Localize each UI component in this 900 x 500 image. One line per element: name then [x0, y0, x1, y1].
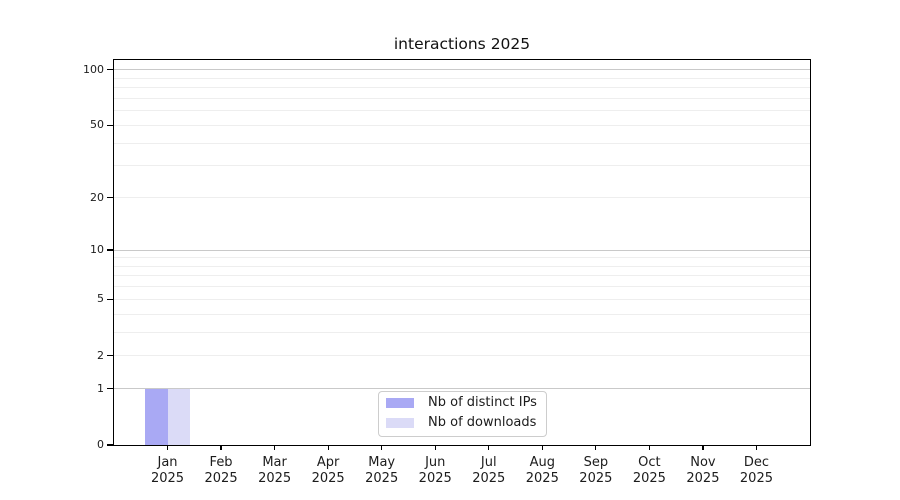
minor-gridline	[114, 97, 810, 99]
x-tick-label: Apr 2025	[296, 455, 360, 486]
minor-gridline	[114, 124, 810, 126]
x-tick-label: Nov 2025	[671, 455, 735, 486]
x-tick-year: 2025	[418, 470, 452, 486]
y-tick-label: 50	[90, 118, 104, 132]
x-tick-label: Dec 2025	[724, 455, 788, 486]
x-tick	[541, 445, 543, 450]
x-tick-label: Jan 2025	[136, 455, 200, 486]
x-tick-year: 2025	[365, 470, 399, 486]
legend: Nb of distinct IPs Nb of downloads	[378, 391, 547, 437]
y-tick	[107, 388, 114, 390]
plot-area	[113, 59, 811, 446]
minor-gridline	[114, 197, 810, 198]
bar	[145, 388, 168, 445]
major-gridline	[114, 249, 810, 251]
minor-gridline	[114, 275, 810, 277]
x-tick-month: Dec	[743, 455, 770, 470]
y-tick	[107, 124, 114, 126]
x-tick-month: Jun	[425, 455, 446, 470]
y-tick-label: 2	[97, 348, 104, 362]
x-tick-month: Apr	[316, 455, 340, 470]
x-tick-year: 2025	[739, 470, 773, 486]
minor-gridline	[114, 313, 810, 315]
x-tick	[220, 445, 222, 450]
x-tick-label: Mar 2025	[243, 455, 307, 486]
x-tick-year: 2025	[311, 470, 345, 486]
x-tick-label: Jul 2025	[457, 455, 521, 486]
x-tick	[488, 445, 490, 450]
x-tick-label: Feb 2025	[189, 455, 253, 486]
minor-gridline	[114, 110, 810, 112]
x-tick	[166, 445, 169, 450]
y-tick	[107, 69, 114, 71]
minor-gridline	[114, 355, 810, 357]
x-tick-year: 2025	[204, 470, 238, 486]
x-tick-year: 2025	[686, 470, 720, 486]
x-tick-month: Feb	[209, 455, 233, 470]
x-tick-month: Aug	[529, 455, 555, 470]
y-tick-label: 5	[97, 292, 104, 306]
x-tick-month: Nov	[690, 455, 716, 470]
x-tick	[702, 445, 704, 450]
x-tick	[755, 445, 758, 450]
minor-gridline	[114, 298, 810, 300]
y-tick	[107, 355, 114, 357]
legend-swatch-distinct-ips-icon	[386, 398, 414, 408]
y-tick	[107, 298, 114, 300]
x-tick-month: May	[368, 455, 396, 470]
chart-title: interactions 2025	[393, 35, 531, 53]
legend-item-downloads: Nb of downloads	[386, 415, 537, 431]
x-tick	[434, 445, 436, 450]
legend-label-distinct-ips: Nb of distinct IPs	[428, 395, 537, 410]
minor-gridline	[114, 142, 810, 144]
y-tick-label: 10	[90, 243, 104, 257]
minor-gridline	[114, 77, 810, 79]
y-tick	[107, 444, 114, 446]
x-tick	[648, 445, 650, 450]
x-tick-month: Jan	[157, 455, 178, 470]
bar	[167, 388, 191, 445]
legend-label-downloads: Nb of downloads	[428, 415, 537, 430]
x-tick-label: Sep 2025	[564, 455, 628, 486]
x-tick-label: Aug 2025	[510, 455, 574, 486]
x-tick-month: Jul	[480, 455, 497, 470]
minor-gridline	[114, 331, 810, 333]
minor-gridline	[114, 286, 810, 288]
x-tick-year: 2025	[632, 470, 666, 486]
x-tick-label: May 2025	[350, 455, 414, 486]
x-tick	[595, 445, 597, 450]
x-tick-month: Oct	[638, 455, 661, 470]
x-tick-label: Oct 2025	[617, 455, 681, 486]
x-tick-year: 2025	[150, 470, 185, 486]
y-tick-label: 20	[90, 190, 104, 204]
minor-gridline	[114, 87, 810, 89]
x-tick	[381, 445, 383, 450]
legend-item-distinct-ips: Nb of distinct IPs	[386, 395, 537, 411]
major-gridline	[114, 388, 810, 390]
y-tick-label: 100	[83, 62, 104, 76]
minor-gridline	[114, 257, 810, 259]
y-tick-label: 1	[97, 381, 104, 395]
x-tick-year: 2025	[525, 470, 559, 486]
minor-gridline	[114, 265, 810, 267]
legend-swatch-downloads-icon	[386, 418, 414, 428]
y-tick-label: 0	[97, 438, 104, 451]
x-tick-year: 2025	[579, 470, 613, 486]
x-tick-month: Sep	[583, 455, 609, 470]
x-tick-month: Mar	[262, 455, 287, 470]
x-tick-year: 2025	[472, 470, 506, 486]
y-tick	[107, 196, 114, 199]
x-tick	[274, 445, 276, 450]
major-gridline	[114, 69, 810, 71]
x-tick-year: 2025	[258, 470, 292, 486]
x-tick-label: Jun 2025	[403, 455, 467, 486]
minor-gridline	[114, 165, 810, 167]
x-tick	[327, 445, 329, 450]
y-tick	[107, 249, 114, 251]
